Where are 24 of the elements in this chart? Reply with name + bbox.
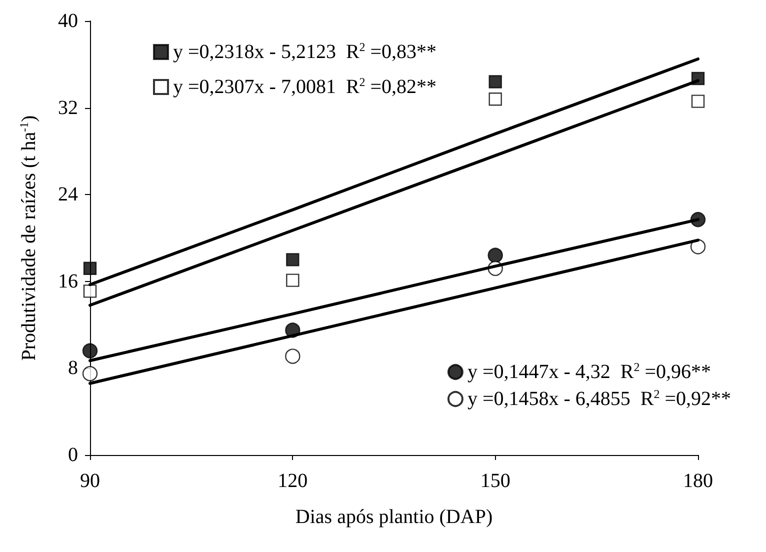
y-tick-label: 40 [58, 10, 78, 32]
y-tick-label: 24 [58, 184, 78, 206]
point [488, 92, 502, 106]
point [285, 348, 300, 364]
point [286, 253, 300, 266]
point [83, 262, 97, 275]
y-axis-title: Produtividade de raízes (t ha-1) [17, 115, 40, 361]
x-tick-label: 180 [683, 470, 713, 492]
x-tick-label: 120 [278, 470, 308, 492]
point [82, 366, 98, 382]
x-axis-title: Dias após plantio (DAP) [295, 506, 493, 528]
point [286, 274, 300, 287]
x-tick-label: 150 [480, 470, 510, 492]
point [488, 248, 503, 263]
x-tick-label: 90 [80, 470, 100, 492]
y-tick-label: 0 [68, 444, 78, 466]
point [488, 75, 502, 88]
point [83, 284, 97, 298]
point [691, 94, 705, 108]
y-tick-label: 16 [58, 270, 78, 292]
y-tick-label: 8 [68, 357, 78, 380]
point [82, 343, 98, 358]
y-tick-label: 32 [58, 96, 78, 119]
point [690, 239, 706, 254]
